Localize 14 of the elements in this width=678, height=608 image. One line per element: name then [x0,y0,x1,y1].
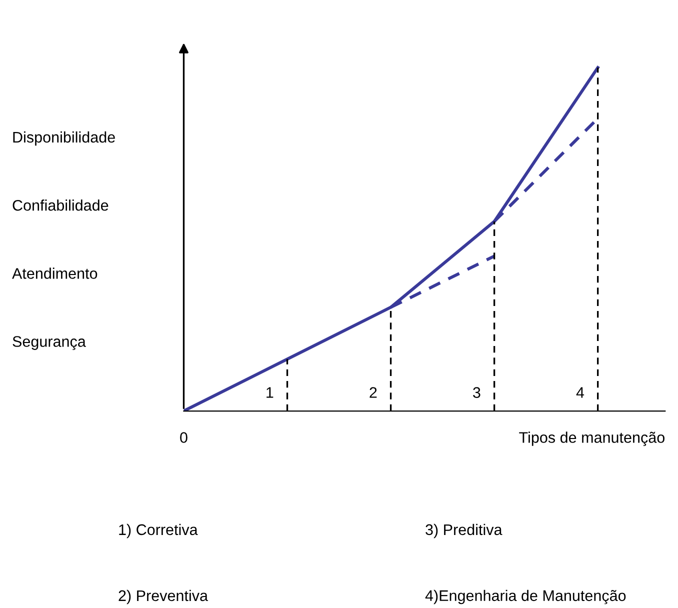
text: 0 [180,432,188,443]
text: Atendimento [12,268,98,279]
annotation: 4 [576,387,584,398]
annotation: 3 [473,387,480,398]
x-axis-title: Tipos de manutenção [519,432,664,446]
text: Confiabilidade [12,200,108,211]
text: 3) Preditiva [426,524,502,538]
annotation: 1 [266,387,274,398]
text: Segurança [12,336,86,350]
text: 1) Corretiva [119,524,198,538]
text: 2) Preventiva [118,590,208,604]
annotation: 2 [370,387,377,398]
text: 4)Engenharia de Manutenção [425,590,626,604]
text: Disponibilidade [13,131,115,146]
